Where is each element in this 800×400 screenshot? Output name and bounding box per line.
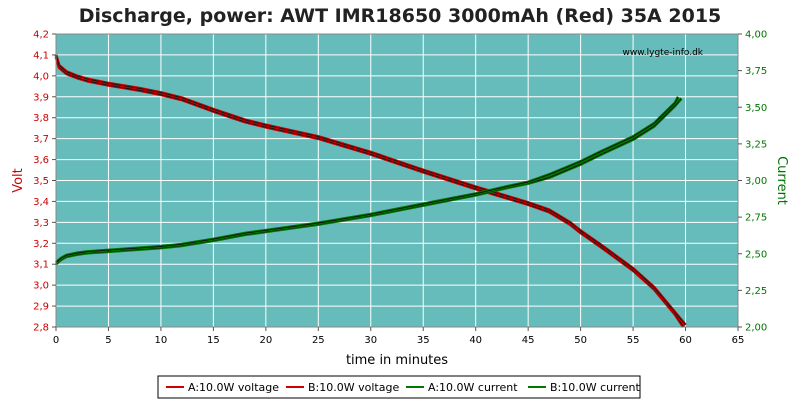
series-line-core xyxy=(55,56,684,328)
axes: 0 5 10 15 20 25 30 35 40 45 50 55 60 65 2,8 2,9 3,0 3,1 3,… xyxy=(33,30,767,347)
y-left-tick-label: 2,9 xyxy=(33,302,49,313)
x-tick-label: 40 xyxy=(469,335,482,346)
series-line-core xyxy=(55,54,686,326)
y-left-tick-label: 3,7 xyxy=(33,134,49,145)
y-left-tick-label: 4,2 xyxy=(33,30,49,41)
legend-label: A:10.0W current xyxy=(428,381,518,394)
y-left-tick-label: 3,4 xyxy=(33,197,49,208)
legend-label: B:10.0W current xyxy=(550,381,640,394)
series-line xyxy=(54,56,685,328)
y-left-tick-label: 3,2 xyxy=(33,239,49,250)
series-line-core xyxy=(55,96,679,263)
x-tick-label: 30 xyxy=(364,335,377,346)
legend: A:10.0W voltage B:10.0W voltage A:10.0W cu… xyxy=(157,375,641,399)
x-tick-label: 35 xyxy=(417,335,430,346)
y-right-tick-label: 2,50 xyxy=(745,249,767,260)
y-right-tick-label: 2,00 xyxy=(745,323,767,334)
y-left-tick-label: 4,0 xyxy=(33,71,49,82)
x-tick-label: 15 xyxy=(207,335,220,346)
legend-box xyxy=(157,375,641,399)
grid xyxy=(56,34,738,327)
series-line xyxy=(54,54,687,326)
x-tick-label: 45 xyxy=(522,335,535,346)
watermark-text: www.lygte-info.dk xyxy=(623,48,704,58)
y-left-tick-label: 2,8 xyxy=(33,323,49,334)
chart-title: Discharge, power: AWT IMR18650 3000mAh (… xyxy=(79,5,722,27)
y-left-tick-label: 3,9 xyxy=(33,92,49,103)
y-left-tick-label: 3,5 xyxy=(33,176,49,187)
y-left-tick-label: 4,1 xyxy=(33,50,49,61)
x-tick-label: 55 xyxy=(627,335,640,346)
series-line xyxy=(55,96,680,264)
y-right-tick-label: 2,25 xyxy=(745,286,767,297)
y-right-tick-label: 3,00 xyxy=(745,176,767,187)
x-tick-label: 50 xyxy=(574,335,587,346)
y-left-tick-label: 3,0 xyxy=(33,281,49,292)
y-right-tick-label: 3,25 xyxy=(745,139,767,150)
legend-label: A:10.0W voltage xyxy=(188,381,279,394)
legend-label: B:10.0W voltage xyxy=(308,381,399,394)
y-right-tick-label: 2,75 xyxy=(745,213,767,224)
x-tick-label: 5 xyxy=(105,335,111,346)
y-axis-right-title: Current xyxy=(774,156,789,205)
y-right-tick-label: 3,50 xyxy=(745,103,767,114)
x-axis-title: time in minutes xyxy=(346,353,448,368)
y-right-tick-label: 3,75 xyxy=(745,66,767,77)
y-right-tick-label: 4,00 xyxy=(745,30,767,41)
y-left-tick-label: 3,8 xyxy=(33,113,49,124)
x-tick-label: 20 xyxy=(259,335,272,346)
y-axis-left-title: Volt xyxy=(11,168,26,193)
y-left-tick-label: 3,6 xyxy=(33,155,49,166)
x-tick-label: 0 xyxy=(53,335,59,346)
x-tick-label: 60 xyxy=(679,335,692,346)
x-tick-label: 10 xyxy=(155,335,168,346)
series-group xyxy=(54,54,687,328)
y-left-tick-label: 3,1 xyxy=(33,260,49,271)
y-left-tick-label: 3,3 xyxy=(33,218,49,229)
x-tick-label: 65 xyxy=(732,335,745,346)
x-tick-label: 25 xyxy=(312,335,325,346)
